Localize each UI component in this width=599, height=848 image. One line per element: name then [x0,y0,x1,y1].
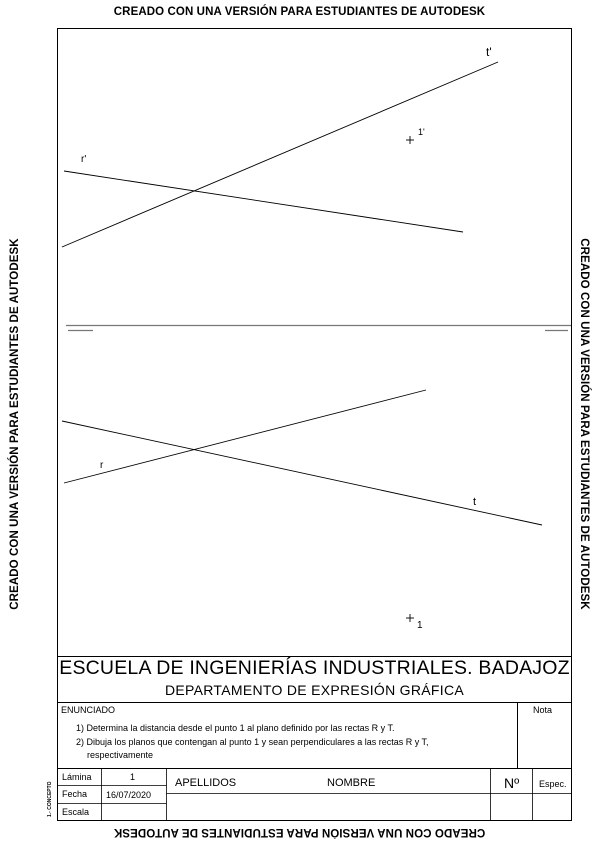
label-t: t [473,496,477,508]
concepto-label: 1.- CONCEPTO [47,781,53,817]
fecha-label: Fecha [62,789,88,799]
point-1-marker [406,614,414,622]
sheet-frame [57,28,572,821]
numero-label: Nº [504,775,520,791]
department-title: DEPARTAMENTO DE EXPRESIÓN GRÁFICA [164,682,465,698]
label-r-prime: r' [81,154,87,165]
label-t-prime: t' [486,45,492,59]
line-r [63,389,427,484]
line-t [61,420,543,526]
lamina-label: Lámina [62,772,92,782]
escala-label: Escala [62,807,90,817]
label-point-1: 1 [417,620,423,631]
lamina-value: 1 [130,772,136,782]
point-1-prime-marker [406,136,414,144]
school-title: ESCUELA DE INGENIERÍAS INDUSTRIALES. BAD… [59,657,570,679]
label-r: r [100,460,104,471]
statement-2-continued: respectivamente [87,750,154,760]
espec-label: Espec. [539,779,567,789]
nombre-label: NOMBRE [327,777,376,789]
apellidos-label: APELLIDOS [175,777,237,789]
enunciado-label: ENUNCIADO [61,705,116,715]
fecha-value: 16/07/2020 [106,790,152,800]
label-point-1-prime: 1' [418,127,425,137]
statement-2: 2) Dibuja los planos que contengan al pu… [76,737,429,747]
statement-1: 1) Determina la distancia desde el punto… [76,723,395,733]
line-r-prime [63,170,464,233]
watermark-top: CREADO CON UNA VERSIÓN PARA ESTUDIANTES … [113,6,486,18]
line-t-prime [61,61,499,248]
nota-label: Nota [533,705,553,715]
